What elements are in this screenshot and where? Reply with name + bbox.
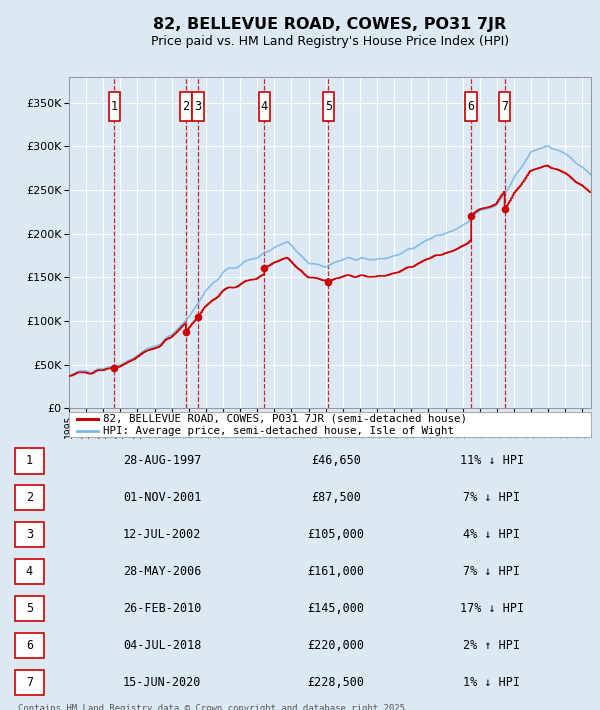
Text: 7% ↓ HPI: 7% ↓ HPI [463,491,521,504]
FancyBboxPatch shape [259,92,270,121]
Text: 1: 1 [26,454,33,467]
Text: 7: 7 [26,676,33,689]
Text: 5: 5 [325,100,332,113]
FancyBboxPatch shape [323,92,334,121]
Text: 82, BELLEVUE ROAD, COWES, PO31 7JR (semi-detached house): 82, BELLEVUE ROAD, COWES, PO31 7JR (semi… [103,414,467,424]
Text: 4: 4 [26,565,33,578]
Text: £161,000: £161,000 [308,565,365,578]
Text: 6: 6 [26,639,33,652]
Text: 2: 2 [26,491,33,504]
Text: 3: 3 [26,528,33,541]
Text: 04-JUL-2018: 04-JUL-2018 [123,639,201,652]
Text: 2: 2 [182,100,190,113]
Text: 5: 5 [26,602,33,615]
Text: £87,500: £87,500 [311,491,361,504]
Text: 1: 1 [111,100,118,113]
Text: 28-AUG-1997: 28-AUG-1997 [123,454,201,467]
Text: 15-JUN-2020: 15-JUN-2020 [123,676,201,689]
Text: £220,000: £220,000 [308,639,365,652]
Text: £46,650: £46,650 [311,454,361,467]
Text: 01-NOV-2001: 01-NOV-2001 [123,491,201,504]
FancyBboxPatch shape [180,92,191,121]
FancyBboxPatch shape [466,92,477,121]
Text: 7% ↓ HPI: 7% ↓ HPI [463,565,521,578]
Text: 1% ↓ HPI: 1% ↓ HPI [463,676,521,689]
Text: 82, BELLEVUE ROAD, COWES, PO31 7JR: 82, BELLEVUE ROAD, COWES, PO31 7JR [154,17,506,33]
FancyBboxPatch shape [499,92,511,121]
Text: Price paid vs. HM Land Registry's House Price Index (HPI): Price paid vs. HM Land Registry's House … [151,35,509,48]
Text: 2% ↑ HPI: 2% ↑ HPI [463,639,521,652]
FancyBboxPatch shape [192,92,203,121]
FancyBboxPatch shape [109,92,120,121]
Text: 3: 3 [194,100,202,113]
Text: £228,500: £228,500 [308,676,365,689]
Text: 17% ↓ HPI: 17% ↓ HPI [460,602,524,615]
Text: 6: 6 [467,100,475,113]
Text: HPI: Average price, semi-detached house, Isle of Wight: HPI: Average price, semi-detached house,… [103,426,454,436]
Text: 4% ↓ HPI: 4% ↓ HPI [463,528,521,541]
Text: 11% ↓ HPI: 11% ↓ HPI [460,454,524,467]
Text: 12-JUL-2002: 12-JUL-2002 [123,528,201,541]
Text: Contains HM Land Registry data © Crown copyright and database right 2025.: Contains HM Land Registry data © Crown c… [18,704,410,710]
Text: 26-FEB-2010: 26-FEB-2010 [123,602,201,615]
Text: 7: 7 [501,100,508,113]
Text: 28-MAY-2006: 28-MAY-2006 [123,565,201,578]
Text: 4: 4 [261,100,268,113]
Text: £145,000: £145,000 [308,602,365,615]
Text: £105,000: £105,000 [308,528,365,541]
